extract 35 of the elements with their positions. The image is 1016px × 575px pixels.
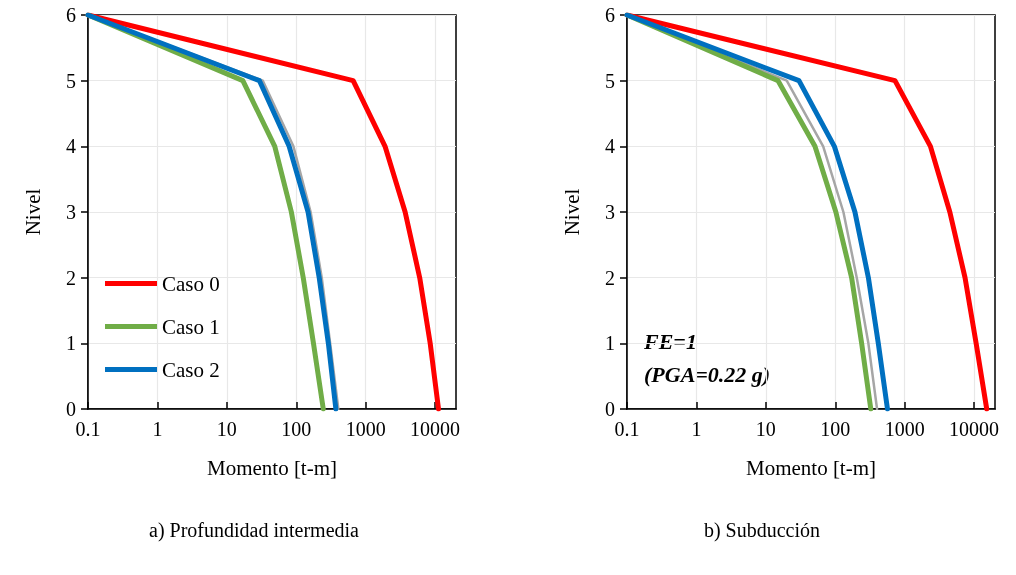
x-tick-label: 10 bbox=[755, 418, 776, 440]
y-tick-label: 2 bbox=[66, 266, 76, 289]
legend-label: Caso 1 bbox=[162, 314, 220, 339]
y-tick-label: 0 bbox=[66, 398, 76, 420]
x-tick-label: 1 bbox=[152, 418, 163, 440]
y-tick-label: 5 bbox=[605, 69, 615, 92]
x-axis-title: Momento [t-m] bbox=[206, 455, 338, 480]
x-tick-label: 10 bbox=[216, 418, 237, 440]
y-axis-title: Nivel bbox=[20, 188, 45, 236]
x-tick-label: 1000 bbox=[884, 418, 925, 440]
x-tick-label: 10000 bbox=[949, 418, 1000, 440]
y-axis-title: Nivel bbox=[559, 188, 584, 236]
x-tick-label: 1 bbox=[691, 418, 702, 440]
y-tick-label: 4 bbox=[605, 135, 615, 158]
x-tick-label: 10000 bbox=[410, 418, 461, 440]
x-tick-label: 100 bbox=[820, 418, 851, 440]
legend-label: Caso 0 bbox=[162, 271, 220, 296]
y-tick-label: 6 bbox=[605, 4, 615, 26]
y-tick-label: 0 bbox=[605, 398, 615, 420]
y-tick-label: 3 bbox=[66, 201, 76, 223]
y-tick-label: 2 bbox=[605, 266, 615, 289]
x-axis-title: Momento [t-m] bbox=[745, 455, 877, 480]
y-tick-label: 4 bbox=[66, 135, 76, 158]
x-tick-label: 0.1 bbox=[75, 418, 101, 440]
y-tick-label: 5 bbox=[66, 69, 76, 92]
y-tick-label: 6 bbox=[66, 4, 76, 26]
y-tick-label: 3 bbox=[605, 201, 615, 223]
x-tick-label: 0.1 bbox=[614, 418, 640, 440]
legend-label: Caso 2 bbox=[162, 357, 220, 382]
text: a) Profundidad intermedia bbox=[149, 519, 360, 542]
x-tick-label: 100 bbox=[281, 418, 312, 440]
x-tick-label: 1000 bbox=[345, 418, 386, 440]
y-tick-label: 1 bbox=[66, 332, 76, 355]
text: b) Subducción bbox=[703, 519, 821, 542]
y-tick-label: 1 bbox=[605, 332, 615, 355]
